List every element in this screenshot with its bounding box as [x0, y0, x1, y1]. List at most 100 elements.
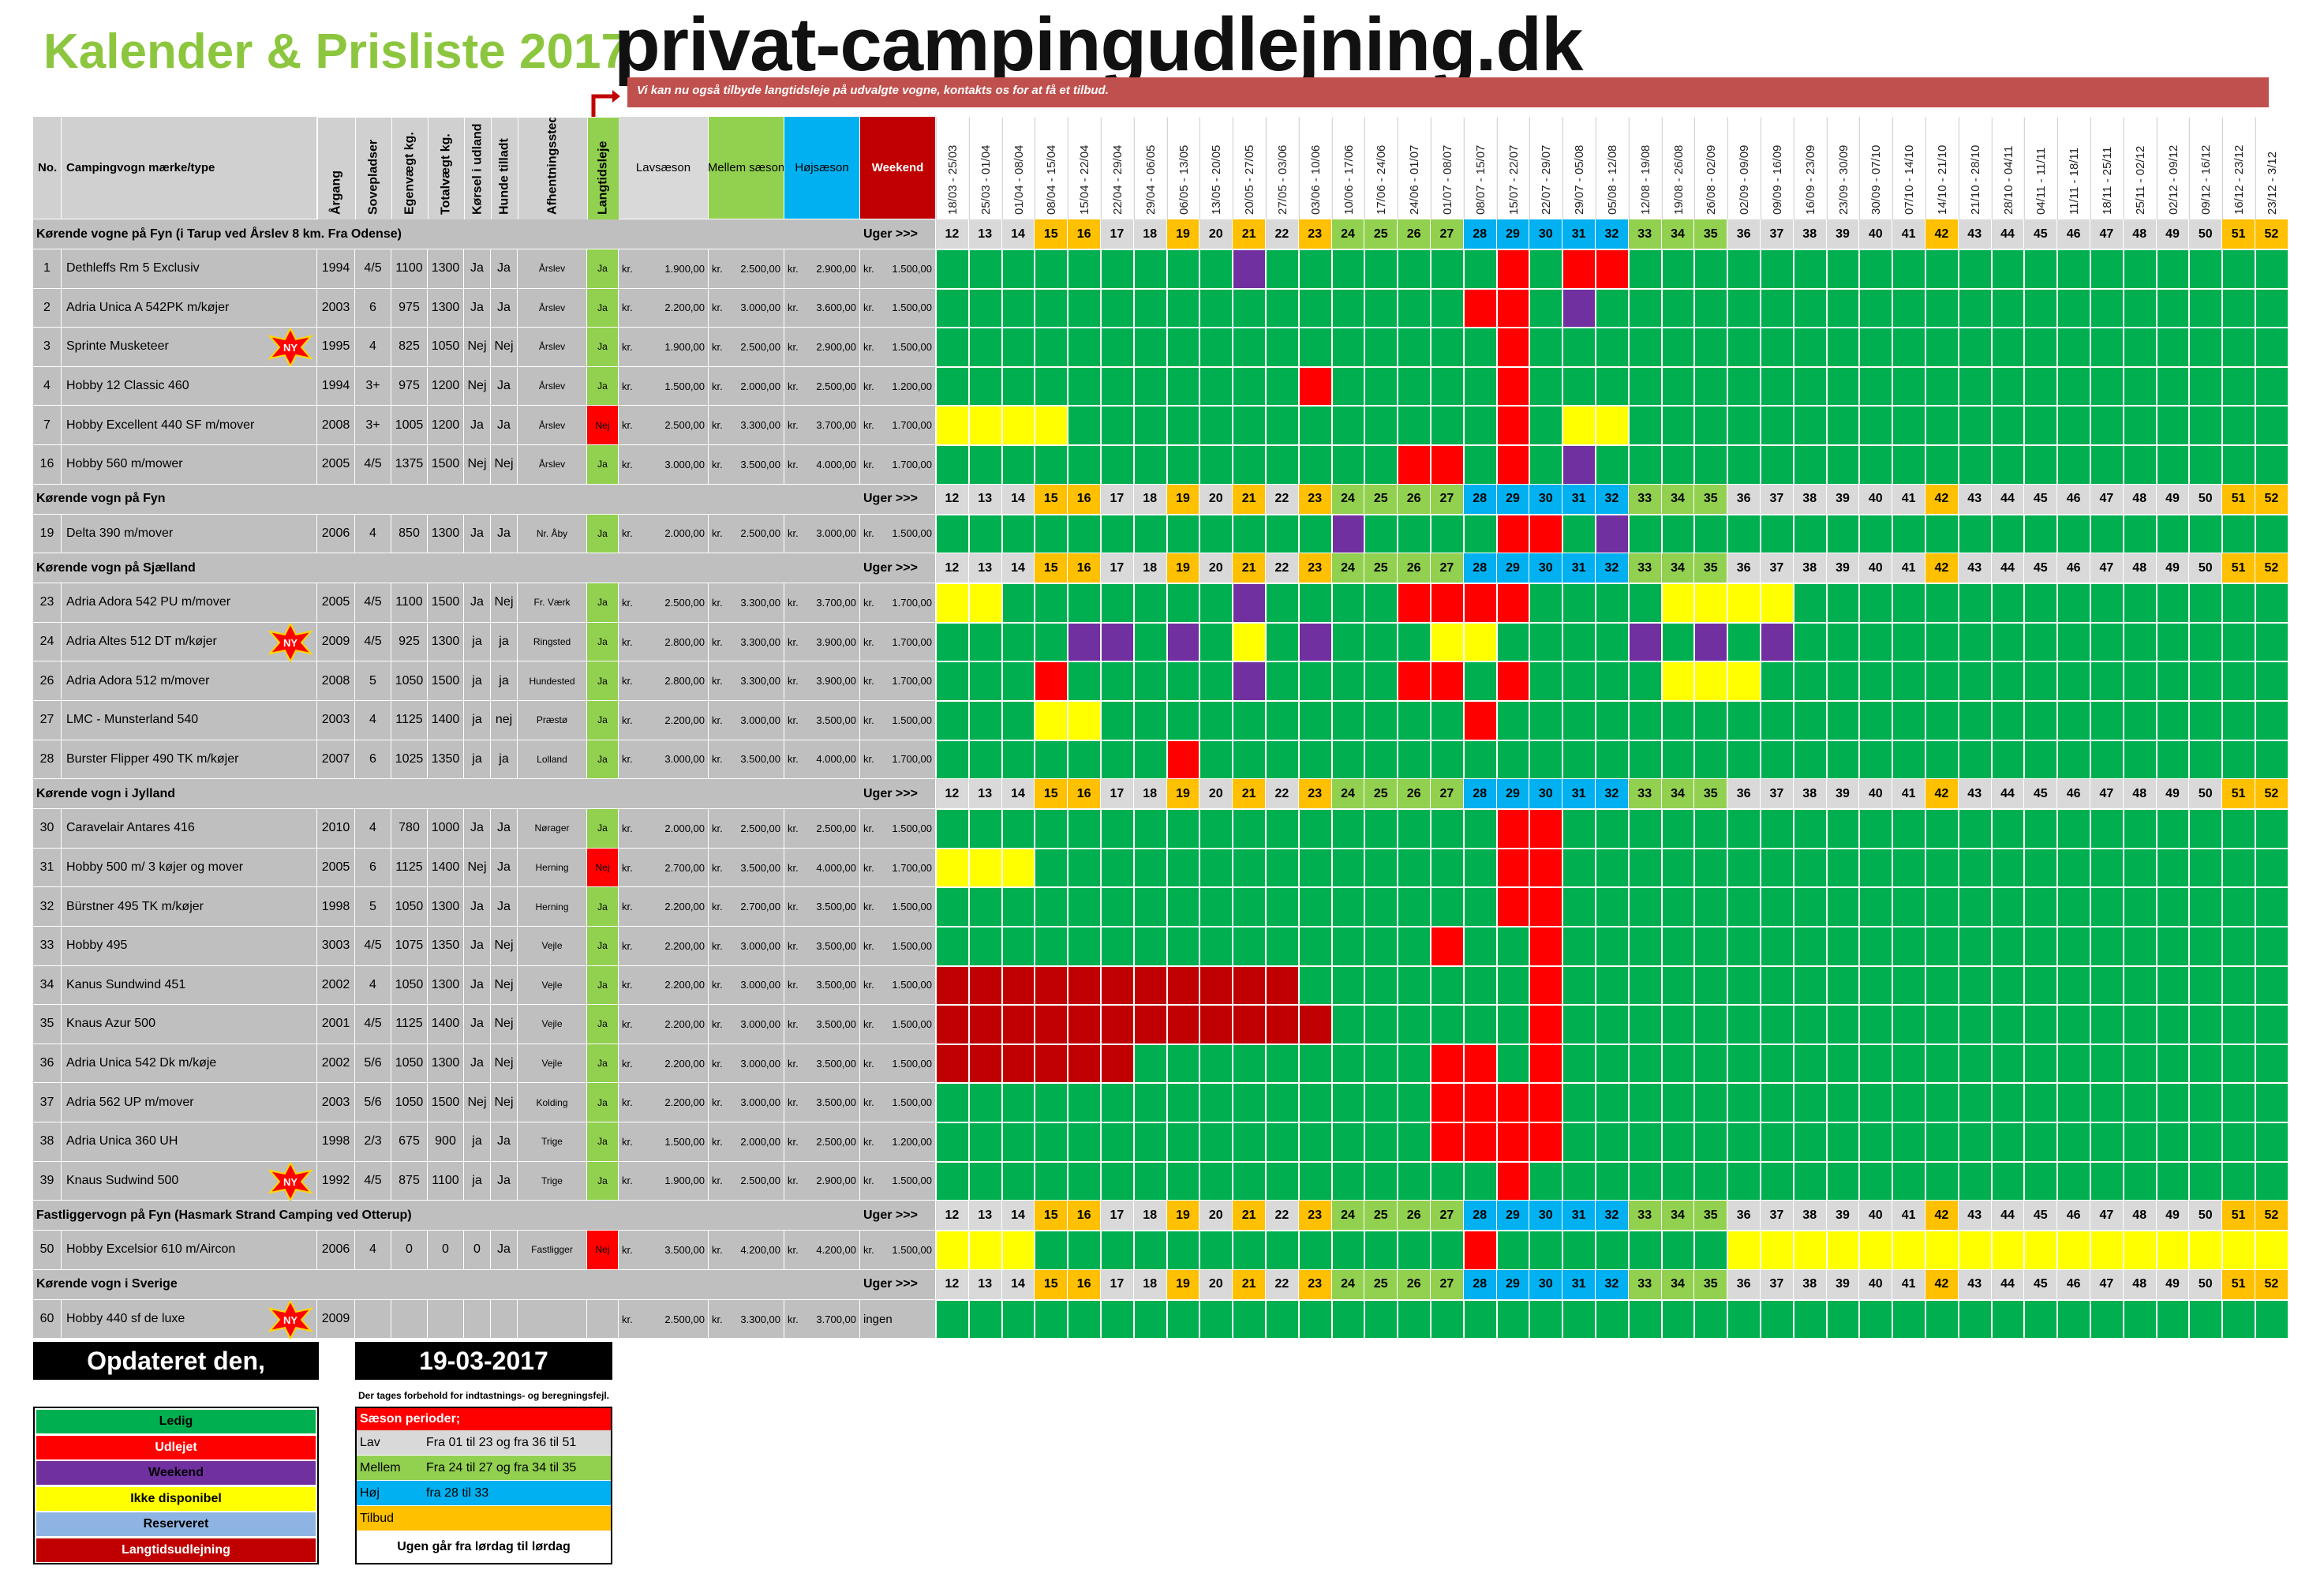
- calendar-cell[interactable]: [1596, 809, 1629, 849]
- calendar-cell[interactable]: [1793, 406, 1827, 445]
- calendar-cell[interactable]: [1991, 848, 2025, 888]
- calendar-cell[interactable]: [1133, 1044, 1167, 1084]
- calendar-cell[interactable]: [1727, 622, 1761, 662]
- calendar-cell[interactable]: [1761, 701, 1794, 740]
- calendar-cell[interactable]: [2189, 740, 2223, 780]
- calendar-cell[interactable]: [1431, 249, 1464, 289]
- calendar-cell[interactable]: [2024, 366, 2058, 407]
- calendar-cell[interactable]: [1266, 701, 1299, 740]
- calendar-cell[interactable]: [1991, 1231, 2025, 1270]
- calendar-cell[interactable]: [2255, 701, 2288, 740]
- calendar-cell[interactable]: [1562, 328, 1596, 367]
- calendar-cell[interactable]: [1859, 622, 1893, 662]
- calendar-cell[interactable]: [1596, 622, 1629, 662]
- calendar-cell[interactable]: [2156, 1299, 2190, 1340]
- calendar-cell[interactable]: [1991, 661, 2025, 701]
- calendar-cell[interactable]: [1364, 661, 1398, 701]
- calendar-cell[interactable]: [2057, 622, 2090, 662]
- calendar-cell[interactable]: [1398, 809, 1431, 849]
- calendar-cell[interactable]: [1068, 445, 1101, 485]
- calendar-cell[interactable]: [1727, 583, 1761, 623]
- calendar-cell[interactable]: [2255, 848, 2288, 888]
- calendar-cell[interactable]: [2156, 740, 2190, 780]
- calendar-cell[interactable]: [1133, 1299, 1167, 1340]
- calendar-cell[interactable]: [2255, 288, 2288, 328]
- calendar-cell[interactable]: [2189, 406, 2223, 445]
- calendar-cell[interactable]: [1925, 1005, 1959, 1044]
- calendar-cell[interactable]: [1661, 1231, 1695, 1270]
- calendar-cell[interactable]: [1166, 1122, 1200, 1162]
- calendar-cell[interactable]: [1661, 622, 1695, 662]
- calendar-cell[interactable]: [1562, 1299, 1596, 1340]
- calendar-cell[interactable]: [1826, 249, 1860, 289]
- calendar-cell[interactable]: [1001, 1083, 1035, 1122]
- calendar-cell[interactable]: [1463, 622, 1497, 662]
- calendar-cell[interactable]: [936, 445, 969, 485]
- calendar-cell[interactable]: [1562, 406, 1596, 445]
- calendar-cell[interactable]: [2024, 328, 2058, 367]
- calendar-cell[interactable]: [1694, 887, 1728, 927]
- calendar-cell[interactable]: [1991, 809, 2025, 849]
- calendar-cell[interactable]: [968, 887, 1002, 927]
- calendar-cell[interactable]: [1496, 622, 1530, 662]
- calendar-cell[interactable]: [1596, 887, 1629, 927]
- calendar-cell[interactable]: [1859, 809, 1893, 849]
- calendar-cell[interactable]: [1298, 366, 1332, 407]
- calendar-cell[interactable]: [1628, 514, 1662, 554]
- calendar-cell[interactable]: [1596, 288, 1629, 328]
- calendar-cell[interactable]: [1694, 1083, 1728, 1122]
- calendar-cell[interactable]: [2189, 288, 2223, 328]
- calendar-cell[interactable]: [1364, 583, 1398, 623]
- calendar-cell[interactable]: [2090, 848, 2124, 888]
- calendar-cell[interactable]: [1529, 740, 1563, 780]
- calendar-cell[interactable]: [1661, 583, 1695, 623]
- calendar-cell[interactable]: [1233, 328, 1266, 367]
- calendar-cell[interactable]: [1101, 406, 1134, 445]
- calendar-cell[interactable]: [1298, 701, 1332, 740]
- calendar-cell[interactable]: [1101, 445, 1134, 485]
- cell-name[interactable]: Adria 562 UP m/mover: [62, 1083, 317, 1122]
- calendar-cell[interactable]: [1364, 1083, 1398, 1122]
- calendar-cell[interactable]: [1859, 661, 1893, 701]
- calendar-cell[interactable]: [1431, 1005, 1464, 1044]
- calendar-cell[interactable]: [2090, 622, 2124, 662]
- calendar-cell[interactable]: [1431, 583, 1464, 623]
- calendar-cell[interactable]: [1035, 366, 1068, 407]
- calendar-cell[interactable]: [1628, 1044, 1662, 1084]
- calendar-cell[interactable]: [1331, 1161, 1365, 1201]
- calendar-cell[interactable]: [1199, 1299, 1233, 1340]
- calendar-cell[interactable]: [1133, 848, 1167, 888]
- calendar-cell[interactable]: [2123, 848, 2157, 888]
- calendar-cell[interactable]: [1958, 622, 1992, 662]
- calendar-cell[interactable]: [1529, 1005, 1563, 1044]
- calendar-cell[interactable]: [1694, 701, 1728, 740]
- calendar-cell[interactable]: [1529, 661, 1563, 701]
- calendar-cell[interactable]: [1925, 288, 1959, 328]
- cell-name[interactable]: Hobby 560 m/mower: [62, 445, 317, 485]
- calendar-cell[interactable]: [1233, 1044, 1266, 1084]
- calendar-cell[interactable]: [1496, 1005, 1530, 1044]
- calendar-cell[interactable]: [1035, 1044, 1068, 1084]
- calendar-cell[interactable]: [2024, 848, 2058, 888]
- calendar-cell[interactable]: [1859, 249, 1893, 289]
- calendar-cell[interactable]: [968, 249, 1002, 289]
- calendar-cell[interactable]: [1991, 366, 2025, 407]
- calendar-cell[interactable]: [2057, 965, 2090, 1006]
- calendar-cell[interactable]: [1596, 1044, 1629, 1084]
- calendar-cell[interactable]: [1496, 366, 1530, 407]
- calendar-cell[interactable]: [1001, 514, 1035, 554]
- calendar-cell[interactable]: [2189, 1044, 2223, 1084]
- calendar-cell[interactable]: [2024, 1299, 2058, 1340]
- calendar-cell[interactable]: [1661, 514, 1695, 554]
- calendar-cell[interactable]: [2255, 1161, 2288, 1201]
- calendar-cell[interactable]: [2156, 701, 2190, 740]
- calendar-cell[interactable]: [1431, 661, 1464, 701]
- calendar-cell[interactable]: [1431, 965, 1464, 1006]
- calendar-cell[interactable]: [1133, 514, 1167, 554]
- calendar-cell[interactable]: [2057, 1083, 2090, 1122]
- calendar-cell[interactable]: [1068, 927, 1101, 966]
- calendar-cell[interactable]: [2189, 1122, 2223, 1162]
- calendar-cell[interactable]: [1166, 328, 1200, 367]
- calendar-cell[interactable]: [1892, 514, 1925, 554]
- calendar-cell[interactable]: [1562, 809, 1596, 849]
